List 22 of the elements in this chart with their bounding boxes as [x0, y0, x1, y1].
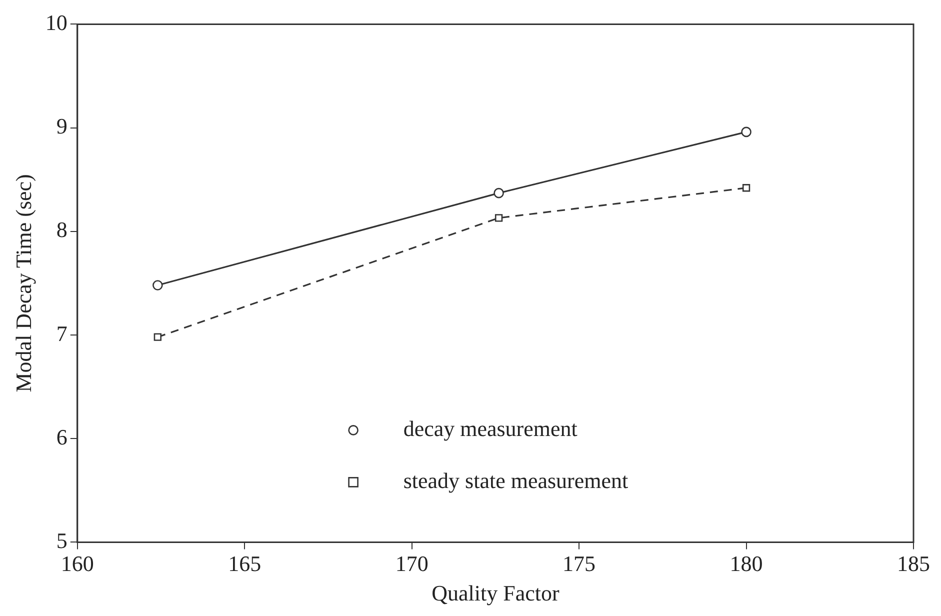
x-tick-label: 160 — [60, 551, 94, 576]
x-tick-label: 175 — [562, 551, 596, 576]
y-tick-label: 5 — [56, 528, 68, 553]
x-tick-label: 185 — [897, 551, 930, 576]
y-tick-label: 10 — [45, 10, 68, 35]
point — [741, 126, 752, 138]
x-tick-label: 180 — [730, 551, 763, 576]
x-tick-label: 170 — [395, 551, 428, 576]
y-tick-label: 6 — [56, 424, 68, 450]
point — [494, 214, 503, 222]
point — [494, 188, 504, 198]
legend-label: steady state measurement — [403, 468, 628, 493]
point — [742, 184, 750, 192]
point — [152, 280, 163, 290]
y-axis-title: Modal Decay Time (sec) — [10, 174, 36, 392]
y-tick-label: 9 — [56, 114, 68, 139]
x-axis-title: Quality Factor — [432, 580, 560, 606]
y-tick-label: 7 — [56, 320, 68, 346]
x-tick-label: 165 — [228, 551, 262, 576]
point — [154, 333, 162, 341]
y-tick-label: 8 — [56, 217, 68, 242]
legend-label: decay measurement — [403, 416, 578, 441]
